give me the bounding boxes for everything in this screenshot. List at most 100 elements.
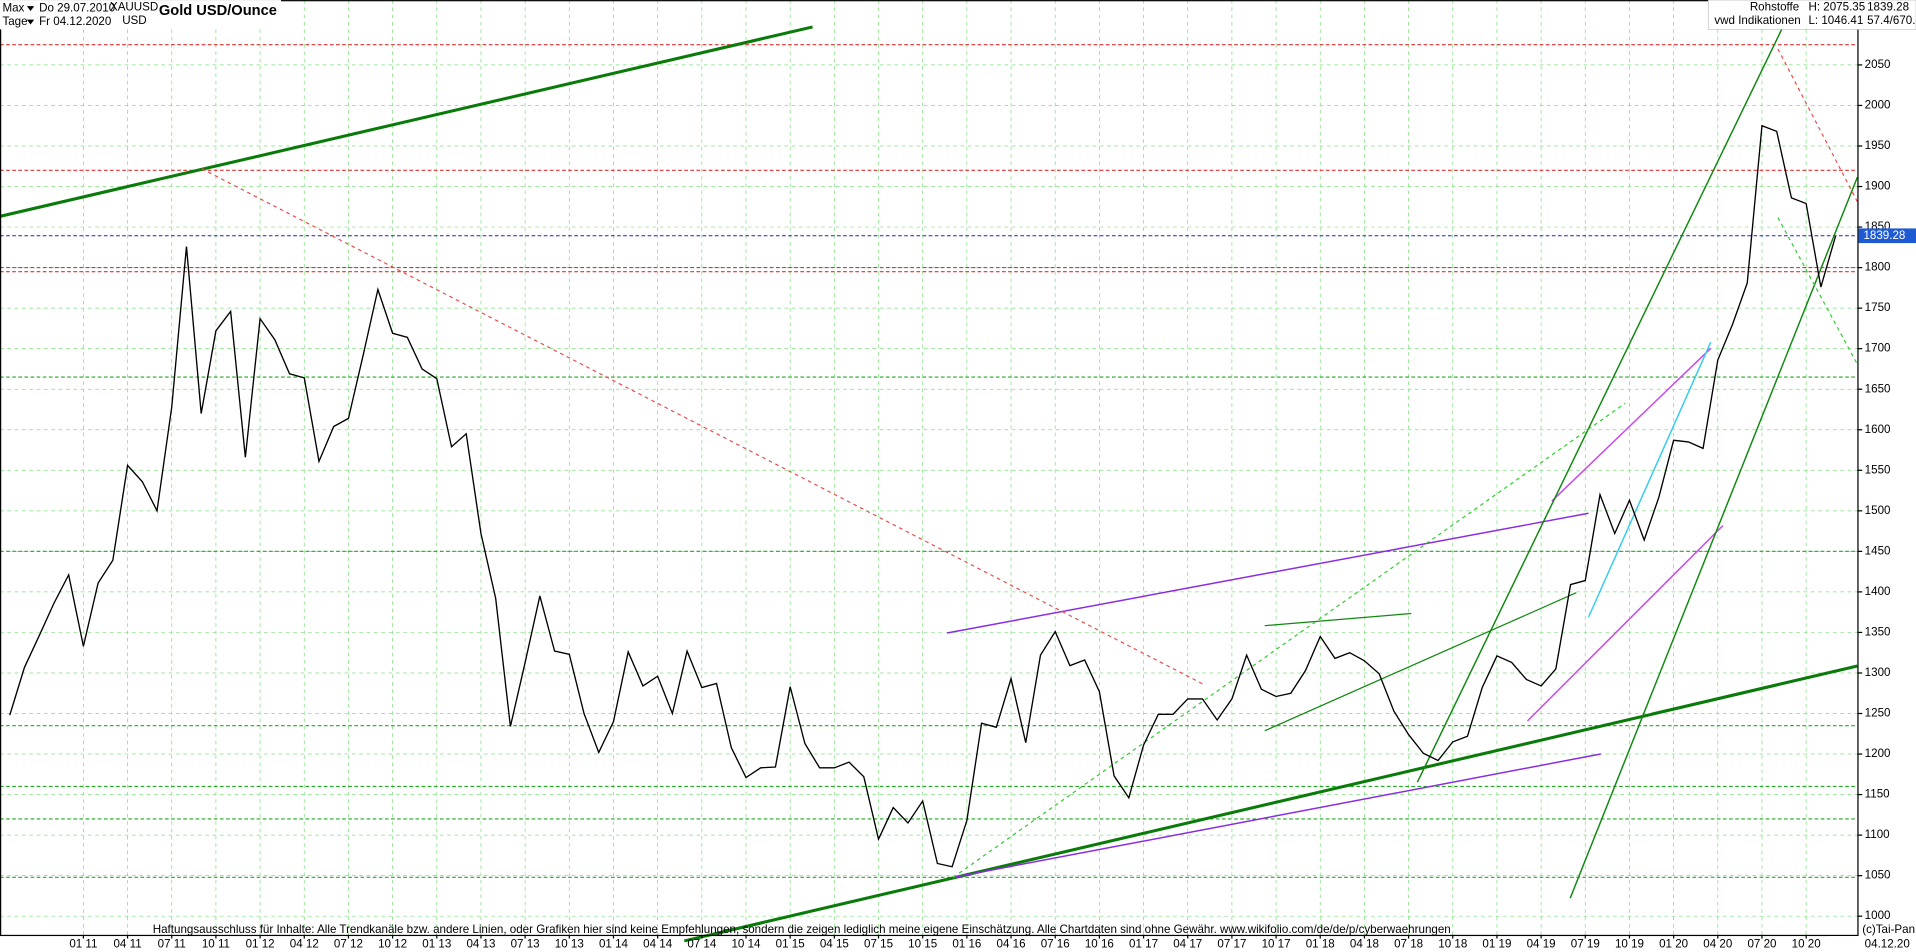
price-line xyxy=(9,124,1837,868)
trend-line xyxy=(683,664,1858,943)
x-tick-label: 07 15 xyxy=(864,938,893,951)
trend-line xyxy=(1551,347,1712,502)
x-tick-label: 10 12 xyxy=(378,938,407,951)
x-tick-label: 04 18 xyxy=(1350,938,1379,951)
x-tick-label: 01 12 xyxy=(246,938,275,951)
x-tick-label: 04 13 xyxy=(466,938,495,951)
trend-line xyxy=(1777,217,1858,365)
y-tick-label: 1050 xyxy=(1865,869,1891,882)
x-tick-label: 07 20 xyxy=(1747,938,1776,951)
x-tick-label: 07 11 xyxy=(158,938,186,951)
y-tick-label: 1750 xyxy=(1865,301,1891,314)
trend-lines xyxy=(0,24,1859,943)
trend-line xyxy=(1264,612,1412,627)
trend-line xyxy=(1569,176,1859,899)
info-box xyxy=(1707,0,1916,30)
y-tick-label: 1250 xyxy=(1865,707,1891,720)
x-tick-label: 01 16 xyxy=(952,938,981,951)
x-tick-label: 01 17 xyxy=(1129,938,1158,951)
y-tick-label: 1500 xyxy=(1865,504,1891,517)
y-tick-label: 1350 xyxy=(1865,625,1891,638)
y-tick-label: 1300 xyxy=(1865,666,1891,679)
y-tick-label: 1650 xyxy=(1865,382,1891,395)
x-tick-label: 01 20 xyxy=(1659,938,1688,951)
axes: 1000 1050 1100 1150 1200 1250 1300 1350 1400 1450… xyxy=(69,58,1916,951)
x-tick-label: 07 14 xyxy=(687,938,717,951)
header-box xyxy=(0,0,282,30)
y-tick-label: 1100 xyxy=(1865,828,1890,841)
y-tick-label: 1400 xyxy=(1865,585,1891,598)
x-tick-label: 07 19 xyxy=(1571,938,1600,951)
x-tick-label: 04 12 xyxy=(290,938,319,951)
trend-line xyxy=(1587,341,1712,618)
trend-line xyxy=(1416,24,1785,783)
y-tick-label: 1700 xyxy=(1865,342,1891,355)
last-value-box xyxy=(1858,228,1916,244)
y-tick-label: 1800 xyxy=(1865,261,1891,274)
symbol: XAUUSD xyxy=(110,0,158,13)
last-price: 1839.28 xyxy=(1867,0,1909,13)
trend-line xyxy=(952,402,1626,878)
copyright: (c)Tai-Pan xyxy=(1862,923,1915,936)
x-tick-label: 10 20 xyxy=(1792,938,1821,951)
y-tick-label: 1900 xyxy=(1865,180,1891,193)
trend-line xyxy=(1264,592,1577,732)
y-tick-label: 1150 xyxy=(1865,788,1890,801)
x-tick-label: 10 17 xyxy=(1262,938,1291,951)
x-tick-label: 10 15 xyxy=(908,938,937,951)
cursor-date: 04.12.20 xyxy=(1865,938,1910,951)
x-tick-label: 10 14 xyxy=(731,938,761,951)
x-tick-label: 07 16 xyxy=(1041,938,1070,951)
x-tick-label: 01 11 xyxy=(69,938,97,951)
x-tick-label: 01 18 xyxy=(1306,938,1335,951)
dropdown-arrow[interactable] xyxy=(26,6,35,12)
y-tick-label: 2000 xyxy=(1865,99,1891,112)
y-tick-label: 1550 xyxy=(1865,463,1891,476)
x-tick-label: 01 13 xyxy=(422,938,451,951)
dropdown-arrow[interactable] xyxy=(26,19,35,25)
start-date: Do 29.07.2010 xyxy=(39,2,115,15)
x-tick-label: 10 13 xyxy=(555,938,584,951)
x-tick-label: 07 18 xyxy=(1394,938,1423,951)
price-series xyxy=(9,124,1837,868)
y-tick-label: 1600 xyxy=(1865,423,1891,436)
interval: Tage xyxy=(2,15,27,28)
plot-frame xyxy=(0,0,1859,937)
x-tick-label: 10 19 xyxy=(1615,938,1644,951)
trend-line xyxy=(201,168,1204,685)
last-value-label: 1839.28 xyxy=(1863,229,1905,242)
x-tick-label: 04 19 xyxy=(1527,938,1556,951)
x-tick-label: 10 16 xyxy=(1085,938,1114,951)
chart-title: Gold USD/Ounce xyxy=(159,3,277,19)
low: L: 1046.41 xyxy=(1808,14,1863,27)
x-tick-label: 10 11 xyxy=(202,938,230,951)
y-tick-label: 2050 xyxy=(1865,58,1891,71)
y-tick-label: 1450 xyxy=(1865,544,1891,557)
cursor-date-box xyxy=(1828,936,1916,952)
trend-line xyxy=(946,512,1589,634)
x-tick-label: 01 19 xyxy=(1482,938,1511,951)
x-tick-label: 10 18 xyxy=(1438,938,1467,951)
trend-line xyxy=(0,25,813,218)
y-tick-label: 1000 xyxy=(1865,909,1891,922)
group: Rohstoffe xyxy=(1750,0,1799,13)
x-tick-label: 01 15 xyxy=(776,938,805,951)
trend-line xyxy=(952,753,1601,879)
trend-line xyxy=(1526,524,1724,722)
x-tick-label: 04 14 xyxy=(643,938,673,951)
x-tick-label: 01 14 xyxy=(599,938,629,951)
stats: 57.4/670.7 xyxy=(1867,14,1916,27)
reference-lines xyxy=(0,44,1858,878)
x-tick-label: 04 17 xyxy=(1173,938,1202,951)
high: H: 2075.35 xyxy=(1808,0,1865,13)
y-tick-label: 1200 xyxy=(1865,747,1891,760)
y-tick-label: 1950 xyxy=(1865,139,1891,152)
currency: USD xyxy=(122,14,146,27)
range: Max xyxy=(2,2,24,15)
x-tick-label: 04 16 xyxy=(997,938,1026,951)
x-tick-label: 07 13 xyxy=(511,938,540,951)
x-tick-label: 04 20 xyxy=(1703,938,1732,951)
